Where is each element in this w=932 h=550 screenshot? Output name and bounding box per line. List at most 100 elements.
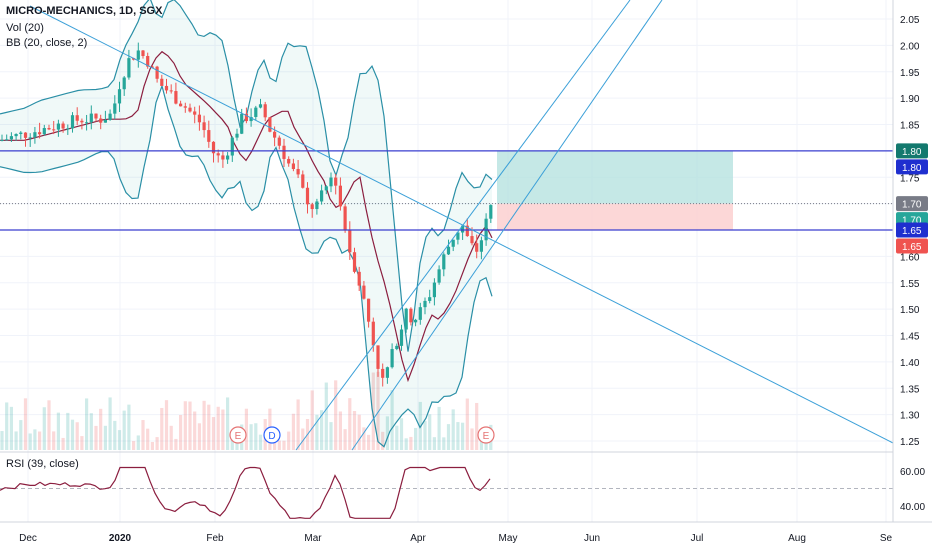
volume-bar <box>334 380 338 450</box>
badge-label: 1.70 <box>902 216 922 227</box>
volume-bar <box>320 410 324 450</box>
candle-body <box>85 122 89 124</box>
candle-body <box>404 308 408 330</box>
volume-bar <box>23 398 28 450</box>
volume-bar <box>146 428 150 450</box>
volume-bar <box>33 429 37 450</box>
price-badge: 1.65 <box>896 238 928 254</box>
volume-bar <box>470 428 474 450</box>
event-circle <box>229 426 247 444</box>
target-zone <box>497 150 733 204</box>
rsi-pane <box>0 451 893 519</box>
candle-body <box>418 307 422 320</box>
time-tick-label: Feb <box>206 533 224 544</box>
volume-bar <box>70 419 75 450</box>
volume-bar <box>258 434 263 450</box>
volume-bar <box>85 398 89 450</box>
candle-body <box>263 104 267 118</box>
bollinger-band-fill <box>0 0 492 447</box>
candle-body <box>268 117 272 132</box>
price-tick-label: 1.50 <box>900 305 920 316</box>
volume-bar <box>451 409 455 450</box>
volume-bar <box>207 404 211 450</box>
candle-body <box>66 128 70 130</box>
candle-body <box>465 225 469 237</box>
volume-bar <box>179 414 183 450</box>
candle-body <box>5 139 9 141</box>
candle-body <box>277 137 281 146</box>
volume-bar <box>414 427 418 450</box>
volume-bar <box>244 408 248 450</box>
volume-bar <box>89 413 93 450</box>
volume-bar <box>442 437 446 450</box>
volume-bars <box>0 371 493 450</box>
candle-body <box>381 368 385 378</box>
candle-body <box>146 56 150 67</box>
volume-bar <box>47 400 51 450</box>
volume-bar <box>108 397 112 450</box>
price-badges: 1.801.801.701.701.651.65 <box>896 143 928 254</box>
volume-bar <box>301 428 305 450</box>
event-circle <box>263 426 281 444</box>
candle-body <box>108 113 112 120</box>
volume-bar <box>61 437 65 450</box>
candle-body <box>28 137 32 139</box>
price-tick-label: 1.35 <box>900 384 920 395</box>
price-badge: 1.80 <box>896 143 928 159</box>
time-tick-label: Jun <box>584 533 600 544</box>
price-tick-label: 1.25 <box>900 437 920 448</box>
candle-body <box>273 131 277 138</box>
time-tick-label: 2020 <box>109 533 132 544</box>
volume-bar <box>254 423 258 450</box>
trend-line <box>29 5 894 444</box>
volume-bar <box>475 402 479 450</box>
volume-bar <box>315 414 319 450</box>
candle-body <box>385 367 389 378</box>
candle-body <box>395 345 399 350</box>
bollinger-legend: BB (20, close, 2) <box>6 37 88 49</box>
volume-bar <box>395 425 399 450</box>
candle-body <box>75 115 79 121</box>
candle-body <box>315 201 319 210</box>
trend-line <box>351 0 663 451</box>
candle-body <box>188 107 192 112</box>
price-tick-label: 1.40 <box>900 358 920 369</box>
time-tick-label: Mar <box>304 533 322 544</box>
price-badge: 1.80 <box>896 159 928 175</box>
long-position-tool[interactable] <box>0 150 893 230</box>
candle-body <box>169 90 173 92</box>
candle-body <box>174 91 178 104</box>
price-tick-label: 1.60 <box>900 252 920 263</box>
grid-lines <box>0 0 893 522</box>
volume-bar <box>188 401 192 450</box>
volume-bar <box>390 390 394 450</box>
volume-bar <box>404 438 408 450</box>
candle-body <box>197 114 201 123</box>
candle-body <box>329 177 333 187</box>
volume-bar <box>249 424 253 450</box>
volume-bar <box>423 421 427 450</box>
trend-lines[interactable] <box>0 0 894 451</box>
candle-body <box>179 103 183 107</box>
candle-body <box>352 252 357 272</box>
candle-body <box>479 240 483 252</box>
volume-bar <box>136 435 140 450</box>
volume-bar <box>9 406 13 450</box>
candle-body <box>240 113 244 134</box>
volume-bar <box>14 431 18 450</box>
candle-body <box>70 115 75 129</box>
candle-body <box>136 50 140 60</box>
volume-bar <box>169 425 173 450</box>
candle-body <box>235 133 239 138</box>
candle-body <box>117 89 122 104</box>
candle-body <box>94 113 98 119</box>
candle-body <box>113 103 117 114</box>
volume-bar <box>28 433 32 450</box>
stop-zone <box>497 203 733 230</box>
volume-bar <box>202 400 206 450</box>
volume-bar <box>235 441 239 450</box>
candle-body <box>371 321 375 346</box>
volume-bar <box>38 431 42 450</box>
